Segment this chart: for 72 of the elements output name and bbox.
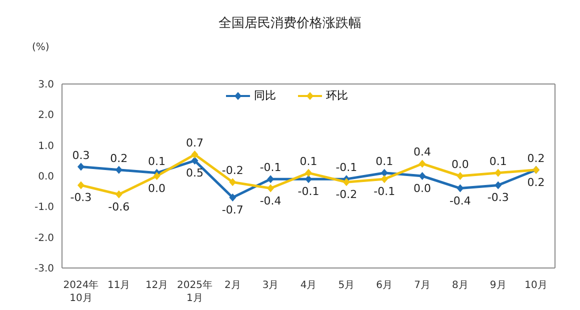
data-label: 0.1 [376,154,394,168]
data-label: 0.3 [72,148,90,162]
data-label: -0.4 [449,194,471,208]
point [191,156,198,165]
chart-title: 全国居民消费价格涨跌幅 [218,15,362,32]
point [305,168,312,177]
legend-label: 同比 [253,88,276,103]
x-tick-label: 4月 [300,280,317,291]
data-label: -0.1 [298,185,320,198]
y-tick-label: 1.0 [38,140,54,152]
data-label: 0.1 [148,154,166,168]
data-label: -0.2 [222,164,244,178]
data-label: -0.7 [222,203,244,216]
data-label: 0.2 [110,152,128,165]
point [305,175,312,184]
point [418,172,426,180]
data-label: 0.5 [186,166,204,180]
data-label: -0.2 [336,188,358,202]
point [77,181,84,190]
x-tick-label: 8月 [452,280,468,291]
data-label: 0.2 [527,152,545,165]
data-label: -0.4 [260,194,282,208]
y-tick-label: -3.0 [34,264,54,275]
data-label: 0.0 [148,182,166,195]
data-label: 0.1 [489,154,507,168]
point [494,181,502,190]
point [380,175,388,184]
y-tick-label: -2.0 [34,232,54,244]
data-label: 0.0 [414,182,432,195]
y-tick-label: 0.0 [38,172,54,183]
x-tick-label: 10月 [524,280,548,291]
x-tick-label: 12月 [145,280,168,291]
point [456,172,464,180]
point [115,166,122,174]
data-label: 0.2 [527,176,545,189]
point [77,162,84,171]
data-label: 0.7 [186,136,204,150]
data-label: -0.1 [336,161,358,174]
point [191,150,198,159]
x-tick-label: 2月 [224,280,241,291]
data-label: -0.6 [108,200,130,214]
legend-label: 环比 [325,88,348,103]
data-label: -0.1 [260,161,282,174]
point [418,160,426,168]
y-tick-label: -1.0 [34,202,54,214]
point [267,175,274,184]
data-label: 0.4 [414,146,432,159]
data-label: 0.1 [300,154,318,168]
x-tick-label: 9月 [490,280,506,291]
x-tick-label: 11月 [108,280,130,291]
data-label: -0.1 [374,185,396,198]
point [229,178,236,186]
point [380,168,388,177]
x-tick-label: 3月 [262,280,279,291]
data-label: 0.0 [451,158,469,171]
y-axis-title: (%) [32,42,50,53]
x-tick-label: 6月 [376,280,393,291]
data-label: -0.3 [70,191,92,204]
point [342,178,350,186]
point [267,184,274,192]
x-tick-label: 2025年 1月 [177,279,212,304]
point [456,184,464,192]
x-tick-label: 2024年 10月 [63,279,99,304]
point [229,193,236,202]
point [494,168,502,177]
point [115,190,122,198]
x-tick-label: 5月 [338,280,355,291]
data-label: -0.3 [487,191,509,204]
point [153,172,160,180]
y-tick-label: 3.0 [38,80,54,91]
y-tick-label: 2.0 [38,110,54,122]
x-tick-label: 7月 [414,280,430,291]
